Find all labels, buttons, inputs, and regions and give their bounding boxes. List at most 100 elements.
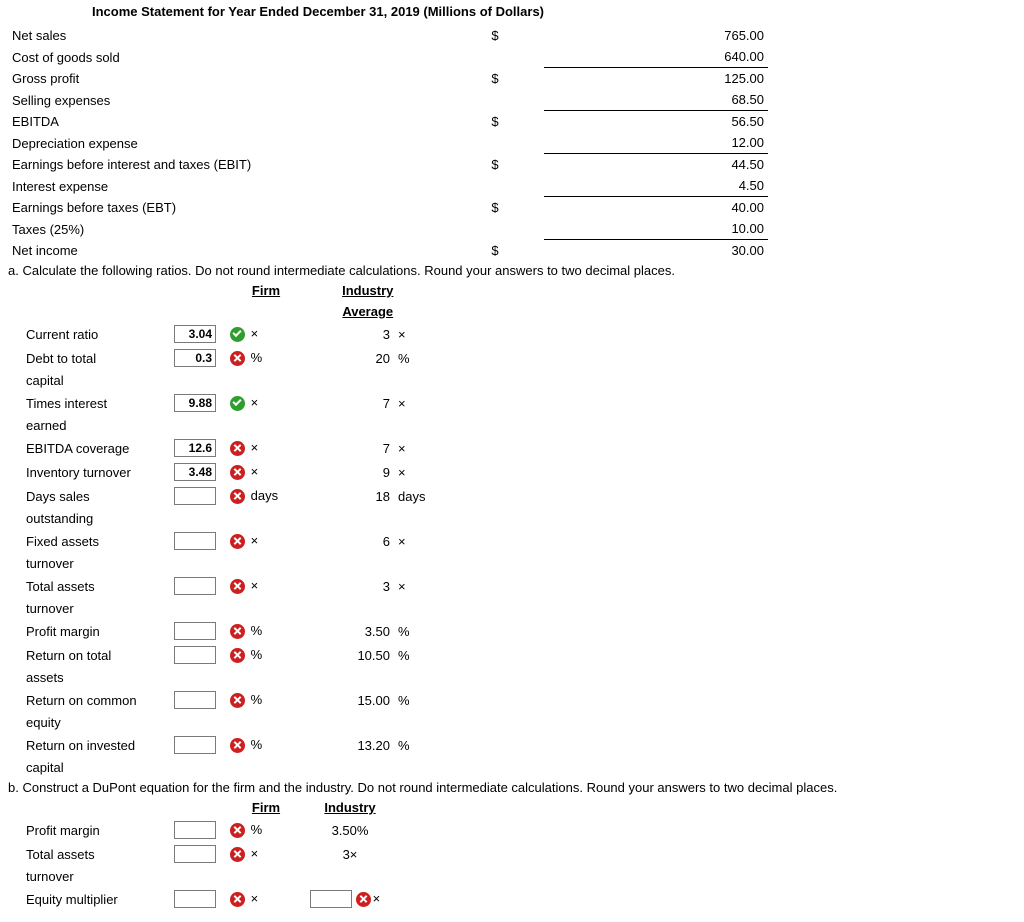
ratio-status: % (226, 643, 306, 667)
ratio-label: Inventory turnover (22, 460, 170, 484)
ratio-status: × (226, 391, 306, 415)
header-industry-b: Industry (306, 797, 394, 818)
industry-value: 3.50% (306, 818, 394, 842)
income-row-label: Cost of goods sold (8, 46, 446, 68)
industry-value: 9 (306, 460, 394, 484)
ratio-status: % (226, 619, 306, 643)
industry-value: 3.50 (306, 619, 394, 643)
industry-value: 18 (306, 484, 394, 508)
ratio-label: Profit margin (22, 619, 170, 643)
income-statement-table: Net sales$765.00Cost of goods sold640.00… (8, 25, 768, 261)
industry-unit: % (394, 688, 429, 712)
ratio-status: % (226, 733, 306, 757)
ratio-input[interactable] (174, 736, 216, 754)
ratio-status: × (226, 460, 306, 484)
industry-unit: × (394, 574, 429, 598)
ratio-label: Fixed assets (22, 529, 170, 553)
ratio-input[interactable] (174, 394, 216, 412)
income-row-label: EBITDA (8, 111, 446, 133)
ratio-input[interactable] (174, 622, 216, 640)
ratio-input[interactable] (174, 577, 216, 595)
industry-unit: % (394, 619, 429, 643)
industry-value: 6 (306, 529, 394, 553)
ratio-label-cont: capital (22, 370, 170, 391)
currency-symbol: $ (446, 197, 544, 219)
x-icon (356, 892, 371, 907)
x-icon (230, 823, 245, 838)
x-icon (230, 693, 245, 708)
income-row-label: Selling expenses (8, 89, 446, 111)
ratio-input[interactable] (174, 890, 216, 908)
ratio-status: × (226, 574, 306, 598)
currency-symbol (446, 46, 544, 68)
ratio-label: Times interest (22, 391, 170, 415)
industry-value: 3 (306, 322, 394, 346)
x-icon (230, 847, 245, 862)
ratio-input[interactable] (174, 325, 216, 343)
industry-value: × (306, 887, 394, 911)
ratio-input[interactable] (174, 532, 216, 550)
industry-unit: % (394, 733, 429, 757)
industry-unit: % (394, 346, 429, 370)
x-icon (230, 738, 245, 753)
income-row-value: 12.00 (544, 132, 768, 154)
part-b-instructions: b. Construct a DuPont equation for the f… (8, 780, 1016, 795)
x-icon (230, 648, 245, 663)
income-row-value: 4.50 (544, 175, 768, 197)
income-row-value: 125.00 (544, 68, 768, 90)
currency-symbol (446, 218, 544, 240)
industry-value: 10.50 (306, 643, 394, 667)
income-row-label: Depreciation expense (8, 132, 446, 154)
ratio-label-cont: capital (22, 757, 170, 778)
currency-symbol: $ (446, 111, 544, 133)
industry-value: 7 (306, 391, 394, 415)
ratio-status: % (226, 346, 306, 370)
x-icon (230, 351, 245, 366)
ratio-label: Return on common (22, 688, 170, 712)
industry-input[interactable] (310, 890, 352, 908)
header-firm-b: Firm (226, 797, 306, 818)
ratio-input[interactable] (174, 439, 216, 457)
ratio-input[interactable] (174, 691, 216, 709)
ratio-input[interactable] (174, 349, 216, 367)
ratio-label: Current ratio (22, 322, 170, 346)
ratio-label: Days sales (22, 484, 170, 508)
x-icon (230, 465, 245, 480)
ratio-label: Return on invested (22, 733, 170, 757)
ratio-status: % (226, 688, 306, 712)
currency-symbol: $ (446, 154, 544, 176)
income-row-value: 44.50 (544, 154, 768, 176)
currency-symbol: $ (446, 25, 544, 46)
industry-unit: × (394, 436, 429, 460)
ratio-label: Return on total (22, 643, 170, 667)
ratio-label-cont: turnover (22, 866, 170, 887)
ratio-label-cont: turnover (22, 553, 170, 574)
income-row-value: 40.00 (544, 197, 768, 219)
industry-unit: × (394, 391, 429, 415)
ratio-label: Profit margin (22, 818, 170, 842)
ratio-label: EBITDA coverage (22, 436, 170, 460)
income-row-label: Interest expense (8, 175, 446, 197)
x-icon (230, 624, 245, 639)
ratio-status: % (226, 818, 306, 842)
header-firm: Firm (226, 280, 306, 301)
ratio-input[interactable] (174, 821, 216, 839)
income-row-value: 640.00 (544, 46, 768, 68)
industry-value: 15.00 (306, 688, 394, 712)
ratio-input[interactable] (174, 463, 216, 481)
ratio-status: days (226, 484, 306, 508)
ratio-label-cont: equity (22, 712, 170, 733)
currency-symbol (446, 132, 544, 154)
income-row-value: 30.00 (544, 240, 768, 262)
industry-value: 3 (306, 574, 394, 598)
income-row-value: 68.50 (544, 89, 768, 111)
currency-symbol: $ (446, 68, 544, 90)
industry-value: 3× (306, 842, 394, 866)
check-icon (230, 327, 245, 342)
ratio-status: × (226, 436, 306, 460)
ratio-input[interactable] (174, 646, 216, 664)
industry-unit: × (394, 529, 429, 553)
ratio-label: Total assets (22, 574, 170, 598)
ratio-input[interactable] (174, 845, 216, 863)
ratio-input[interactable] (174, 487, 216, 505)
